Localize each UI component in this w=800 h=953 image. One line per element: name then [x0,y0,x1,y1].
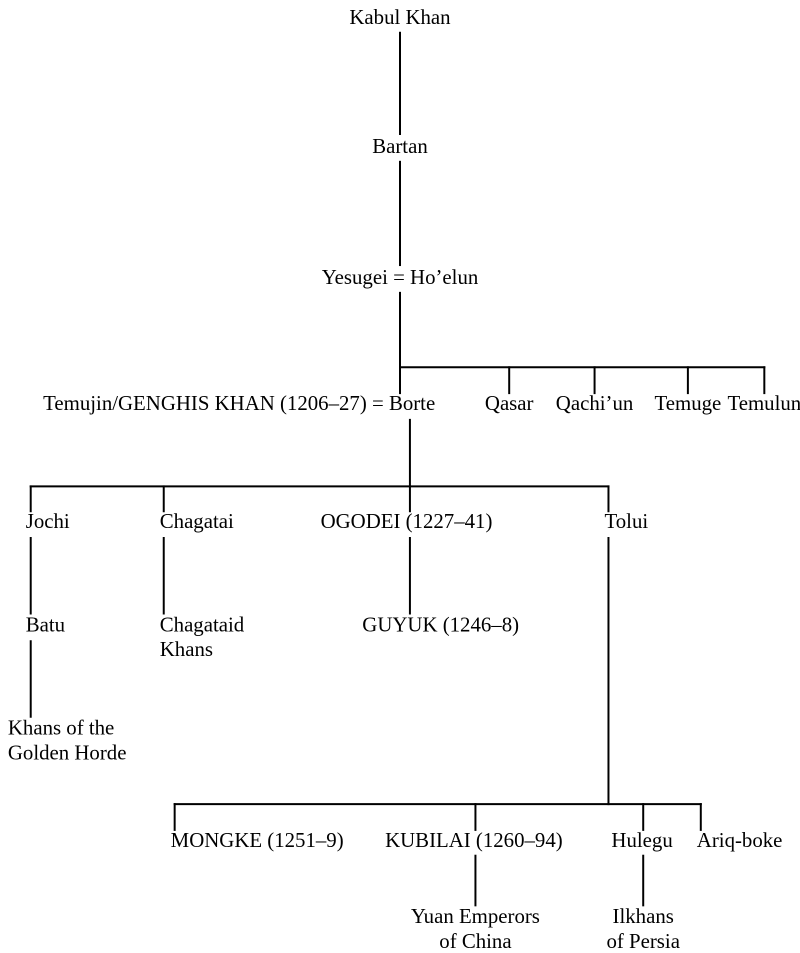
node-hulegu: Hulegu [611,828,673,852]
node-yuan2: of China [439,929,511,953]
node-kubilai: KUBILAI (1260–94) [385,828,563,852]
node-goldh1: Khans of the [8,716,114,740]
node-goldh2: Golden Horde [8,740,127,764]
node-ariq: Ariq-boke [697,828,783,852]
node-chagataid2: Khans [160,637,213,661]
node-yesugei: Yesugei = Ho’elun [322,265,479,289]
genealogy-tree: Kabul Khan Bartan Yesugei = Ho’elun Temujin… [0,0,800,953]
edges-layer [31,33,765,906]
node-qachiun: Qachi’un [556,391,634,415]
node-batu: Batu [26,612,66,636]
nodes-layer: Kabul Khan Bartan Yesugei = Ho’elun Temujin… [8,5,800,953]
node-tolui: Tolui [604,509,648,533]
node-ogodei: OGODEI (1227–41) [321,509,493,533]
node-bartan: Bartan [372,134,428,158]
node-temuge: Temuge [654,391,721,415]
node-mongke: MONGKE (1251–9) [171,828,344,852]
node-kabul: Kabul Khan [349,5,451,29]
node-temulun: Temulun [727,391,800,415]
node-ilk2: of Persia [606,929,679,953]
node-genghis: Temujin/GENGHIS KHAN (1206–27) = Borte [43,391,435,415]
node-yuan1: Yuan Emperors [411,904,540,928]
node-qasar: Qasar [485,391,534,415]
node-jochi: Jochi [26,509,70,533]
node-chagatai: Chagatai [160,509,234,533]
node-chagataid1: Chagataid [160,612,245,636]
node-guyuk: GUYUK (1246–8) [362,612,519,636]
node-ilk1: Ilkhans [613,904,674,928]
